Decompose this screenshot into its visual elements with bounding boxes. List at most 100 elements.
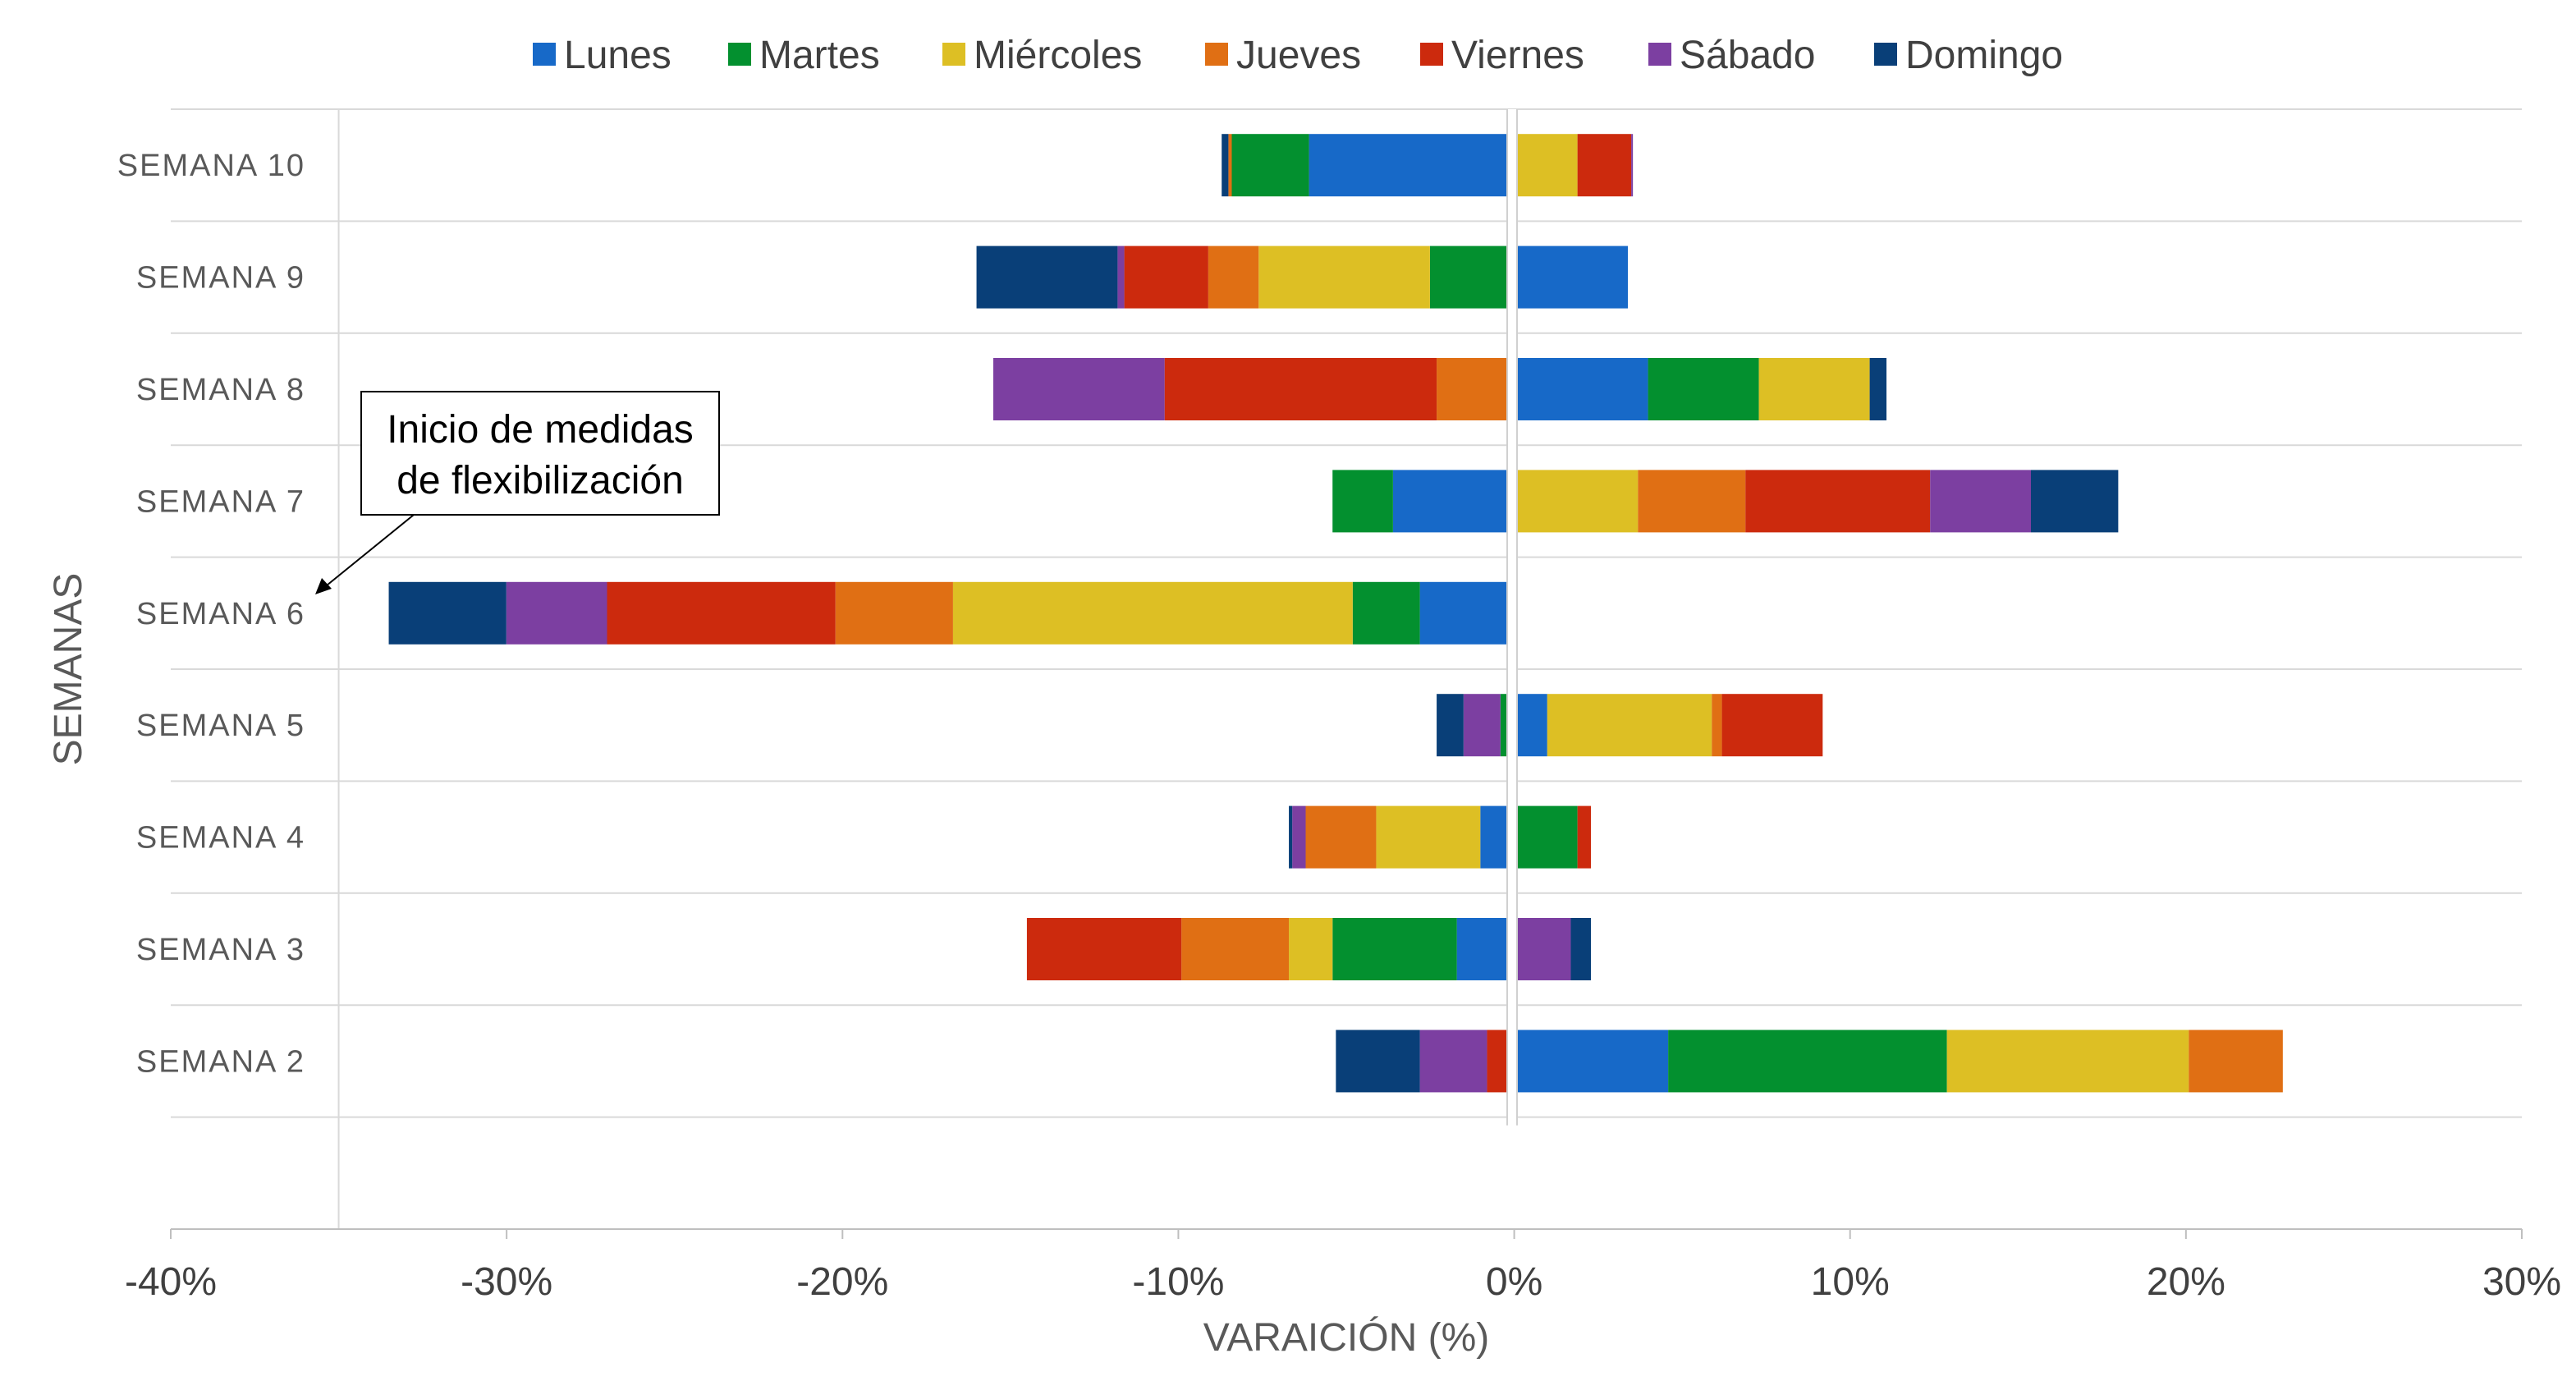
category-label: SEMANA 4 bbox=[136, 821, 305, 856]
bar-martes-semana-6 bbox=[1352, 581, 1420, 645]
legend-swatch bbox=[1648, 43, 1671, 66]
legend-swatch bbox=[728, 43, 751, 66]
bar-jueves-semana-9 bbox=[1208, 245, 1259, 309]
legend-label: Lunes bbox=[564, 34, 672, 77]
legend-label: Sábado bbox=[1680, 34, 1816, 77]
bar-sabado-semana-3 bbox=[1517, 918, 1571, 980]
bar-viernes-semana-5 bbox=[1721, 694, 1823, 757]
legend-swatch bbox=[1205, 43, 1228, 66]
bar-viernes-semana-2 bbox=[1487, 1030, 1507, 1093]
bar-viernes-semana-8 bbox=[1164, 358, 1437, 420]
bar-miercoles-semana-8 bbox=[1758, 358, 1870, 420]
annotation-callout: Inicio de medidas de flexibilización bbox=[315, 391, 720, 594]
bar-martes-semana-3 bbox=[1332, 918, 1457, 980]
annotation-box bbox=[360, 391, 720, 516]
legend-label: Domingo bbox=[1905, 34, 2063, 77]
bar-lunes-semana-9 bbox=[1517, 245, 1629, 309]
legend-label: Miércoles bbox=[974, 34, 1142, 77]
category-label: SEMANA 6 bbox=[136, 597, 305, 631]
bar-miercoles-semana-10 bbox=[1517, 134, 1578, 197]
x-tick-label: -40% bbox=[125, 1260, 217, 1304]
bar-sabado-semana-9 bbox=[1117, 245, 1125, 309]
category-labels: SEMANA 10 SEMANA 9 SEMANA 8 SEMANA 7 SEMANA … bbox=[117, 149, 305, 1079]
bar-lunes-semana-5 bbox=[1517, 694, 1547, 757]
x-tick-label: -30% bbox=[461, 1260, 552, 1304]
bar-lunes-semana-4 bbox=[1480, 805, 1507, 869]
bar-domingo-semana-9 bbox=[976, 245, 1118, 309]
category-label: SEMANA 3 bbox=[136, 933, 305, 967]
annotation-arrowhead bbox=[315, 578, 332, 594]
bar-lunes-semana-2 bbox=[1517, 1030, 1669, 1093]
bar-lunes-semana-8 bbox=[1517, 358, 1648, 420]
x-tick-label: -20% bbox=[796, 1260, 888, 1304]
bar-martes-semana-4 bbox=[1517, 805, 1578, 869]
bar-sabado-semana-6 bbox=[506, 581, 607, 645]
bar-jueves-semana-8 bbox=[1437, 358, 1507, 420]
bar-viernes-semana-10 bbox=[1577, 134, 1632, 197]
bar-martes-semana-2 bbox=[1668, 1030, 1947, 1093]
grid-lines bbox=[170, 108, 2523, 1239]
legend-label: Viernes bbox=[1451, 34, 1584, 77]
legend-swatch bbox=[942, 43, 965, 66]
x-axis-title: VARAICIÓN (%) bbox=[1203, 1315, 1489, 1360]
bar-sabado-semana-10 bbox=[1631, 134, 1634, 197]
zero-line bbox=[1506, 109, 1518, 1126]
bar-sabado-semana-2 bbox=[1419, 1030, 1487, 1093]
legend-swatch bbox=[1874, 43, 1897, 66]
bar-martes-semana-8 bbox=[1648, 358, 1759, 420]
zero-gap bbox=[1507, 109, 1517, 1126]
legend-swatch bbox=[533, 43, 556, 66]
category-label: SEMANA 9 bbox=[136, 261, 305, 296]
bar-martes-semana-9 bbox=[1429, 245, 1507, 309]
bar-lunes-semana-7 bbox=[1392, 470, 1507, 533]
bar-jueves-semana-5 bbox=[1712, 694, 1722, 757]
bar-domingo-semana-5 bbox=[1437, 694, 1464, 757]
bar-domingo-semana-4 bbox=[1289, 805, 1293, 869]
bar-domingo-semana-10 bbox=[1222, 134, 1229, 197]
bar-domingo-semana-8 bbox=[1869, 358, 1887, 420]
x-tick-label: 20% bbox=[2147, 1260, 2225, 1304]
bar-domingo-semana-3 bbox=[1570, 918, 1592, 980]
legend-label: Martes bbox=[759, 34, 880, 77]
category-label: SEMANA 8 bbox=[136, 373, 305, 407]
y-axis-title: SEMANAS bbox=[47, 573, 90, 766]
legend-swatch bbox=[1420, 43, 1443, 66]
annotation-arrow bbox=[326, 514, 415, 586]
bar-miercoles-semana-7 bbox=[1517, 470, 1639, 533]
annotation-text-line-2: de flexibilización bbox=[396, 459, 684, 502]
legend-label: Jueves bbox=[1236, 34, 1361, 77]
x-tick-label: 30% bbox=[2482, 1260, 2561, 1304]
category-label: SEMANA 5 bbox=[136, 709, 305, 743]
x-tick-labels: -40% -30% -20% -10% 0% 10% 20% 30% bbox=[125, 1260, 2561, 1304]
x-tick-label: 10% bbox=[1811, 1260, 1890, 1304]
x-tick-label: 0% bbox=[1486, 1260, 1542, 1304]
bar-miercoles-semana-4 bbox=[1376, 805, 1481, 869]
bar-miercoles-semana-5 bbox=[1547, 694, 1712, 757]
bar-sabado-semana-7 bbox=[1930, 470, 2031, 533]
bar-domingo-semana-6 bbox=[388, 581, 506, 645]
bar-jueves-semana-10 bbox=[1228, 134, 1232, 197]
category-label: SEMANA 10 bbox=[117, 149, 305, 183]
bar-miercoles-semana-3 bbox=[1289, 918, 1333, 980]
bar-jueves-semana-3 bbox=[1181, 918, 1290, 980]
bar-viernes-semana-4 bbox=[1577, 805, 1592, 869]
bar-domingo-semana-2 bbox=[1336, 1030, 1420, 1093]
bar-jueves-semana-4 bbox=[1305, 805, 1377, 869]
bar-lunes-semana-3 bbox=[1456, 918, 1507, 980]
annotation-text-line-1: Inicio de medidas bbox=[387, 408, 694, 452]
bar-jueves-semana-6 bbox=[835, 581, 953, 645]
bar-miercoles-semana-6 bbox=[952, 581, 1353, 645]
bar-miercoles-semana-9 bbox=[1258, 245, 1430, 309]
category-label: SEMANA 7 bbox=[136, 484, 305, 519]
bar-viernes-semana-9 bbox=[1124, 245, 1208, 309]
bar-lunes-semana-10 bbox=[1309, 134, 1507, 197]
legend: Lunes Martes Miércoles Jueves Viernes Sábado D… bbox=[533, 34, 2063, 77]
bar-jueves-semana-2 bbox=[2189, 1030, 2283, 1093]
bar-martes-semana-10 bbox=[1231, 134, 1309, 197]
bar-sabado-semana-4 bbox=[1292, 805, 1306, 869]
x-tick-label: -10% bbox=[1132, 1260, 1224, 1304]
category-label: SEMANA 2 bbox=[136, 1044, 305, 1079]
bar-sabado-semana-5 bbox=[1463, 694, 1501, 757]
